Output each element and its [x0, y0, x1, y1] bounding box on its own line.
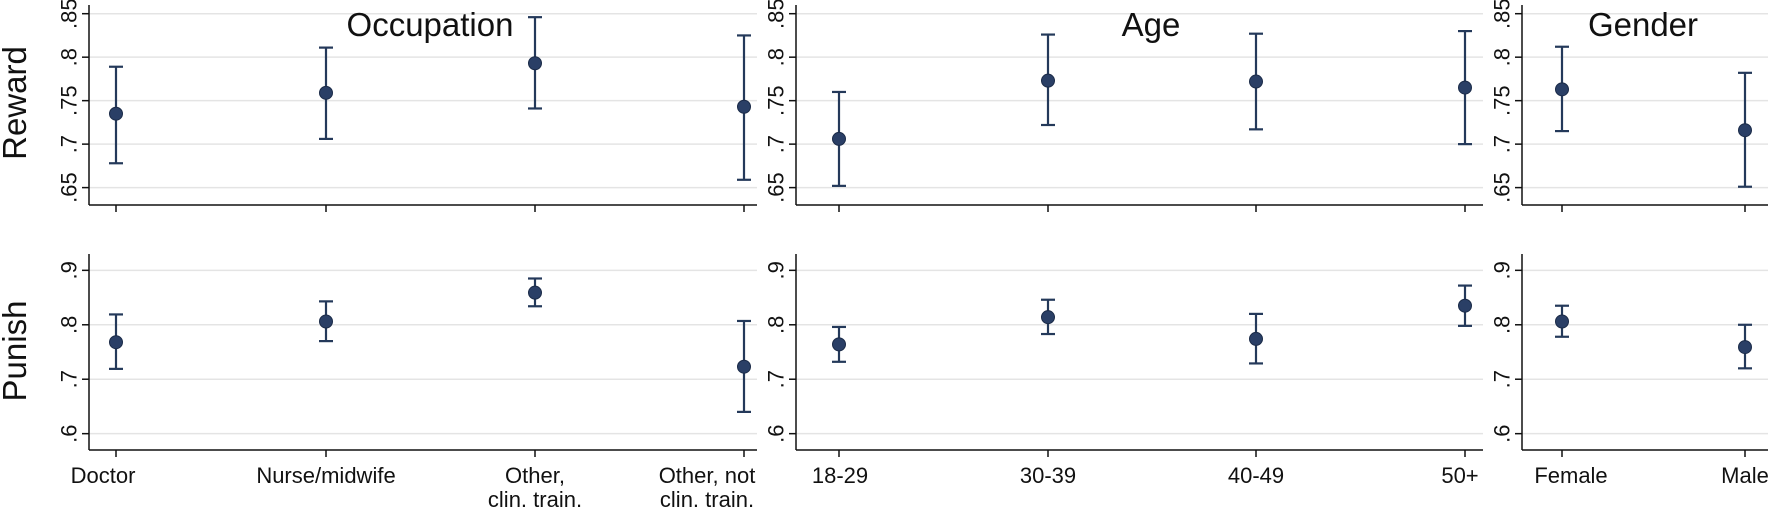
data-point: [832, 337, 846, 352]
data-point: [1249, 74, 1263, 89]
row-label-punish: Punish: [0, 301, 33, 402]
x-category-label: Other, not clin. train.: [659, 463, 756, 512]
data-point: [1555, 82, 1569, 97]
y-tick-label: .8: [57, 48, 82, 66]
y-tick-label: .9: [764, 261, 789, 279]
x-category-label: 40-49: [1228, 463, 1284, 488]
y-tick-label: .9: [57, 261, 82, 279]
panel-title: Gender: [1588, 6, 1698, 43]
panels: .65 .7 .75 .8 .85 Occupation .65 .7 .75 .8 .85 Age.…: [57, 0, 1769, 512]
y-tick-label: .65: [57, 172, 82, 203]
data-point: [109, 335, 123, 350]
y-tick-label: .7: [57, 370, 82, 388]
y-tick-label: .85: [57, 0, 82, 29]
y-tick-label: .65: [1490, 172, 1515, 203]
data-point: [1458, 298, 1472, 313]
y-tick-label: .7: [1490, 370, 1515, 388]
y-tick-label: .75: [57, 85, 82, 116]
y-tick-label: .8: [57, 316, 82, 334]
y-tick-label: .8: [1490, 48, 1515, 66]
data-point: [109, 106, 123, 121]
data-point: [319, 314, 333, 329]
y-tick-label: .65: [764, 172, 789, 203]
panel-title: Age: [1122, 6, 1181, 43]
y-tick-label: .6: [764, 424, 789, 442]
data-point: [319, 85, 333, 100]
y-tick-label: .9: [1490, 261, 1515, 279]
data-point: [1041, 73, 1055, 88]
row-label-reward: Reward: [0, 46, 33, 160]
x-category-label-line: Female: [1534, 463, 1607, 488]
data-point: [1738, 123, 1752, 138]
y-tick-label: .8: [764, 316, 789, 334]
x-category-label: Nurse/midwife: [256, 463, 395, 488]
x-category-label: Female: [1534, 463, 1607, 488]
y-tick-label: .8: [764, 48, 789, 66]
y-tick-label: .75: [1490, 85, 1515, 116]
x-category-label: Male: [1721, 463, 1769, 488]
x-category-label-line: 50+: [1441, 463, 1478, 488]
x-category-label-line: 40-49: [1228, 463, 1284, 488]
x-category-label: 18-29: [812, 463, 868, 488]
data-point: [832, 131, 846, 146]
panel-1: .65 .7 .75 .8 .85 Occupation: [57, 0, 757, 212]
x-category-label: 30-39: [1020, 463, 1076, 488]
panel-2: .65 .7 .75 .8 .85 Age: [764, 0, 1483, 212]
x-category-label-line: Other,: [505, 463, 565, 488]
y-tick-label: .7: [764, 370, 789, 388]
y-tick-label: .6: [57, 424, 82, 442]
panel-6: .6 .7 .8 .9 Female Male: [1490, 254, 1769, 488]
panel-title: Occupation: [347, 6, 514, 43]
data-point: [1555, 314, 1569, 329]
data-point: [528, 285, 542, 300]
y-tick-label: .85: [764, 0, 789, 29]
data-point: [1041, 310, 1055, 325]
x-category-label-line: Nurse/midwife: [256, 463, 395, 488]
data-point: [737, 359, 751, 374]
x-category-label: Other, clin. train.: [488, 463, 582, 512]
y-tick-label: .7: [57, 135, 82, 153]
x-category-label: 50+: [1441, 463, 1478, 488]
data-point: [1738, 340, 1752, 355]
y-tick-label: .7: [1490, 135, 1515, 153]
x-category-label-line: Doctor: [71, 463, 136, 488]
y-tick-label: .8: [1490, 316, 1515, 334]
data-point: [1458, 80, 1472, 95]
panel-3: .65 .7 .75 .8 .85 Gender: [1490, 0, 1768, 212]
y-tick-label: .6: [1490, 424, 1515, 442]
data-point: [528, 56, 542, 71]
x-category-label-line: 18-29: [812, 463, 868, 488]
panel-5: .6 .7 .8 .9 18-29 30-39 40-49 50+: [764, 254, 1483, 488]
x-category-label-line: 30-39: [1020, 463, 1076, 488]
x-category-label: Doctor: [71, 463, 136, 488]
data-point: [737, 99, 751, 114]
y-tick-label: .85: [1490, 0, 1515, 29]
y-tick-label: .75: [764, 85, 789, 116]
x-category-label-line: clin. train.: [660, 487, 754, 512]
x-category-label-line: clin. train.: [488, 487, 582, 512]
data-point: [1249, 331, 1263, 346]
x-category-label-line: Other, not: [659, 463, 756, 488]
x-category-label-line: Male: [1721, 463, 1769, 488]
y-tick-label: .7: [764, 135, 789, 153]
